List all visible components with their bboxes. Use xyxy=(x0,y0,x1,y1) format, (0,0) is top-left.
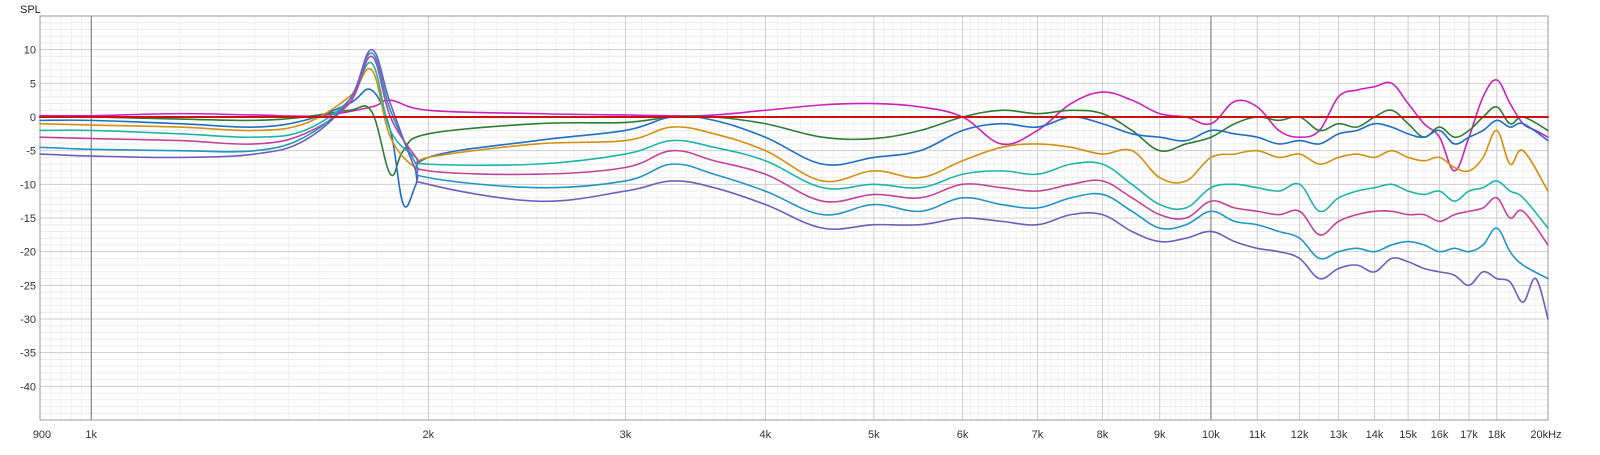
y-tick-label: 0 xyxy=(30,112,36,124)
y-tick-label: -25 xyxy=(20,280,36,292)
x-tick-label: 900 xyxy=(33,429,51,441)
y-tick-label: -5 xyxy=(26,146,36,158)
x-tick-label: 15k xyxy=(1399,429,1417,441)
x-tick-label: 1k xyxy=(85,429,97,441)
series-line-5 xyxy=(39,61,1549,229)
x-tick-label: 16k xyxy=(1431,429,1449,441)
x-tick-label: 17k xyxy=(1460,429,1478,441)
x-tick-label: 3k xyxy=(620,429,632,441)
x-tick-label: 11k xyxy=(1249,429,1266,441)
x-tick-label: 13k xyxy=(1330,429,1348,441)
series-line-6 xyxy=(39,55,1549,246)
x-tick-labels: 900 1k 2k 3k 4k 5k 6k 7k 8k 9k 10k 11k 12k 13k 14k 15k 1… xyxy=(33,429,1562,441)
series-line-3 xyxy=(39,88,1549,208)
series-line-7 xyxy=(39,52,1549,280)
series-layer xyxy=(39,48,1549,320)
x-tick-label: 4k xyxy=(760,429,772,441)
y-tick-label: -20 xyxy=(20,247,36,259)
y-tick-label: -35 xyxy=(20,348,36,360)
y-tick-label: 5 xyxy=(30,78,36,90)
x-tick-label: 12k xyxy=(1291,429,1309,441)
y-tick-label: -40 xyxy=(20,381,36,393)
plot-frame xyxy=(39,15,1549,421)
x-tick-label: 7k xyxy=(1032,429,1044,441)
series-line-4 xyxy=(39,67,1549,192)
y-tick-label: 10 xyxy=(24,45,36,57)
x-tick-label: 6k xyxy=(957,429,969,441)
x-tick-label: 10k xyxy=(1202,429,1220,441)
y-tick-label: -30 xyxy=(20,314,36,326)
x-tick-label: 14k xyxy=(1366,429,1384,441)
x-tick-label: 5k xyxy=(868,429,880,441)
y-tick-labels: 10 5 0 -5 -10 -15 -20 -25 -30 -35 -40 xyxy=(20,45,36,394)
grid-major xyxy=(39,15,1549,421)
x-tick-label: 8k xyxy=(1097,429,1109,441)
x-tick-label: 2k xyxy=(422,429,434,441)
y-tick-label: -10 xyxy=(20,179,36,191)
x-tick-label: 9k xyxy=(1154,429,1166,441)
x-tick-label: 20kHz xyxy=(1530,429,1561,441)
series-line-8 xyxy=(39,48,1549,320)
x-tick-label: 18k xyxy=(1488,429,1506,441)
y-tick-label: -15 xyxy=(20,213,36,225)
y-axis-title: SPL xyxy=(20,4,41,16)
